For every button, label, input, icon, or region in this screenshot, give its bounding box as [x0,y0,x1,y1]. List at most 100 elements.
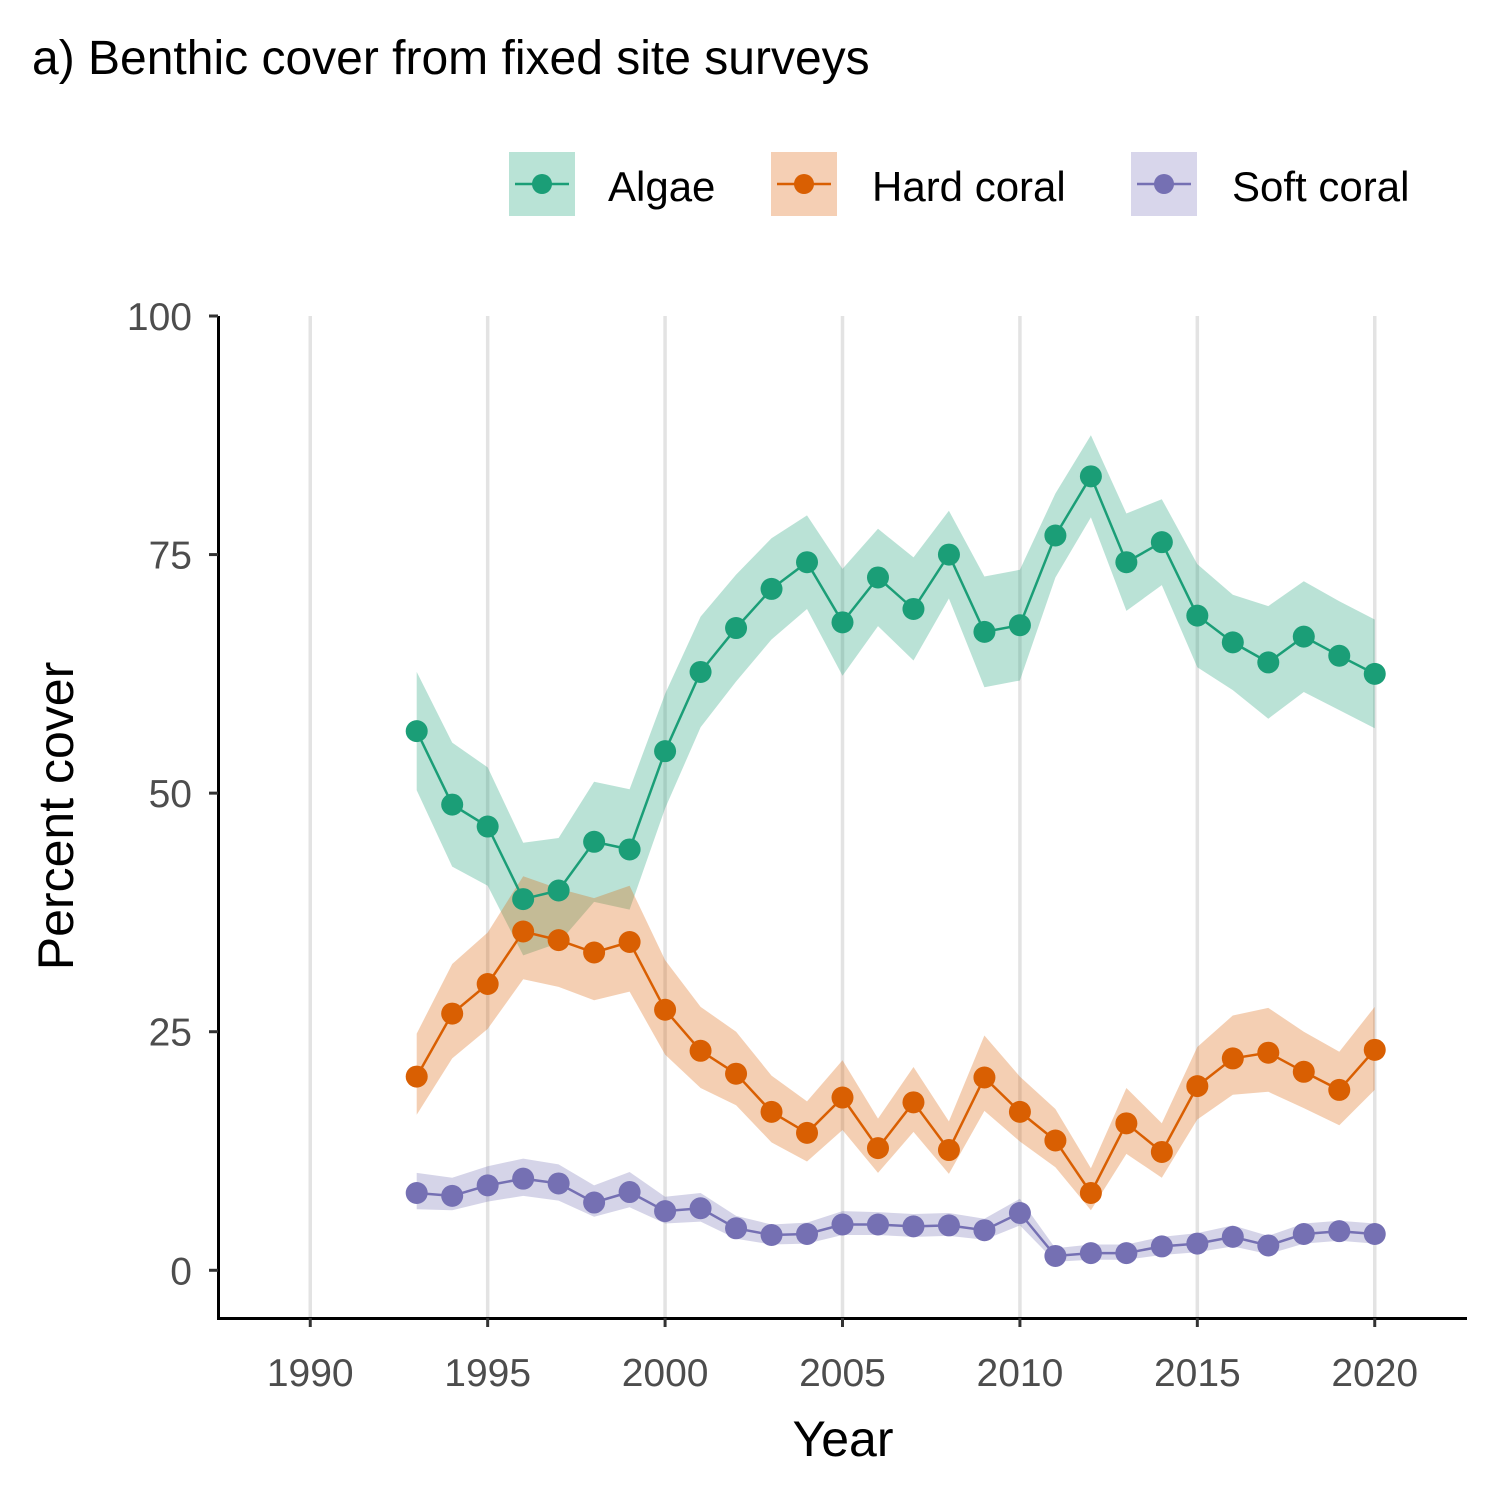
y-tick-label-75: 75 [149,535,192,578]
data-point-soft-coral-1997 [547,1172,570,1195]
data-point-soft-coral-2012 [1079,1242,1102,1265]
data-point-algae-2016 [1221,631,1244,654]
legend-item-algae: Algae [509,152,715,216]
data-point-hard-coral-2014 [1150,1140,1173,1163]
data-point-hard-coral-1996 [512,920,535,943]
data-point-algae-1999 [618,838,641,861]
chart-title: a) Benthic cover from fixed site surveys [32,32,870,85]
data-point-algae-2001 [689,660,712,683]
data-point-soft-coral-2007 [902,1215,925,1238]
legend-item-hard-coral: Hard coral [771,152,1066,216]
x-tick-label-1995: 1995 [444,1352,531,1395]
data-point-hard-coral-2012 [1079,1181,1102,1204]
data-point-soft-coral-2006 [866,1213,889,1236]
y-tick-label-25: 25 [149,1012,192,1055]
data-point-hard-coral-2011 [1044,1129,1067,1152]
data-point-algae-2018 [1292,625,1315,648]
data-point-soft-coral-2019 [1328,1220,1351,1243]
data-point-hard-coral-1994 [441,1002,464,1025]
data-point-soft-coral-1998 [583,1191,606,1214]
data-point-algae-2020 [1363,662,1386,685]
data-point-hard-coral-2018 [1292,1060,1315,1083]
data-point-algae-2006 [866,566,889,589]
data-point-soft-coral-2016 [1221,1225,1244,1248]
data-point-algae-1998 [583,830,606,853]
series-lines [415,473,1376,1258]
data-point-hard-coral-2013 [1115,1112,1138,1135]
legend-key-point-algae [532,174,552,194]
data-point-soft-coral-1999 [618,1181,641,1204]
x-axis-ticks: 1990 1995 2000 2005 2010 2015 2020 [267,1318,1418,1395]
x-tick-label-2005: 2005 [799,1352,886,1395]
x-tick-label-2020: 2020 [1331,1352,1418,1395]
legend-key-point-hard-coral [794,174,814,194]
data-point-hard-coral-2009 [973,1066,996,1089]
legend-label-hard-coral: Hard coral [872,163,1066,210]
data-point-soft-coral-2010 [1008,1202,1031,1225]
data-point-algae-2008 [937,543,960,566]
data-point-soft-coral-2002 [725,1217,748,1240]
series-line-soft-coral [416,1177,1375,1258]
data-point-algae-2004 [796,551,819,574]
data-point-soft-coral-2017 [1257,1234,1280,1257]
series-line-hard-coral [415,930,1376,1196]
data-point-hard-coral-1993 [405,1065,428,1088]
data-point-hard-coral-2017 [1257,1041,1280,1064]
y-tick-label-0: 0 [170,1250,192,1293]
data-point-soft-coral-1996 [512,1167,535,1190]
legend: Algae Hard coral Soft coral [509,152,1409,216]
data-point-hard-coral-1998 [583,941,606,964]
data-point-hard-coral-2003 [760,1100,783,1123]
data-point-algae-2005 [831,611,854,634]
data-point-hard-coral-2015 [1186,1075,1209,1098]
data-point-soft-coral-2003 [760,1223,783,1246]
data-point-soft-coral-2000 [654,1200,677,1223]
y-axis-ticks: 0 25 50 75 100 [127,296,218,1293]
data-point-soft-coral-1995 [476,1174,499,1197]
data-point-algae-2000 [654,740,677,763]
data-point-hard-coral-2005 [831,1086,854,1109]
data-point-soft-coral-2018 [1292,1223,1315,1246]
data-point-soft-coral-2011 [1044,1244,1067,1267]
data-point-hard-coral-2010 [1008,1100,1031,1123]
data-point-soft-coral-2015 [1186,1232,1209,1255]
data-point-soft-coral-2020 [1363,1223,1386,1246]
data-point-algae-2019 [1328,644,1351,667]
data-point-hard-coral-2008 [937,1139,960,1162]
data-point-hard-coral-2001 [689,1039,712,1062]
data-point-algae-2013 [1115,551,1138,574]
x-tick-label-1990: 1990 [267,1352,354,1395]
confidence-band-soft-coral [416,1158,1375,1262]
y-axis-title: Percent cover [28,662,84,970]
data-point-soft-coral-1994 [441,1184,464,1207]
data-point-hard-coral-2020 [1363,1038,1386,1061]
data-point-algae-1997 [547,879,570,902]
legend-item-soft-coral: Soft coral [1131,152,1409,216]
data-point-hard-coral-1995 [476,973,499,995]
data-point-algae-2011 [1044,524,1067,547]
data-point-soft-coral-2013 [1115,1242,1138,1265]
series-points [405,465,1386,1267]
data-point-algae-1996 [512,888,535,911]
data-point-hard-coral-2016 [1221,1047,1244,1070]
data-point-soft-coral-2005 [831,1213,854,1236]
data-point-hard-coral-2002 [725,1062,748,1085]
legend-label-algae: Algae [608,163,715,210]
series-line-algae [415,473,1376,901]
data-point-soft-coral-2004 [796,1223,819,1246]
legend-key-point-soft-coral [1154,174,1174,194]
data-point-hard-coral-1997 [547,929,570,952]
data-point-soft-coral-2001 [689,1197,712,1220]
data-point-soft-coral-2009 [973,1219,996,1242]
data-point-algae-2003 [760,577,783,600]
x-axis-title: Year [792,1411,893,1467]
data-point-hard-coral-2019 [1328,1078,1351,1101]
data-point-algae-2014 [1150,531,1173,554]
data-point-algae-2015 [1186,604,1209,627]
data-point-algae-1993 [405,720,428,743]
data-point-algae-2009 [973,620,996,643]
y-tick-label-50: 50 [149,773,192,816]
confidence-band-algae [416,435,1375,956]
data-point-algae-1995 [476,815,499,838]
